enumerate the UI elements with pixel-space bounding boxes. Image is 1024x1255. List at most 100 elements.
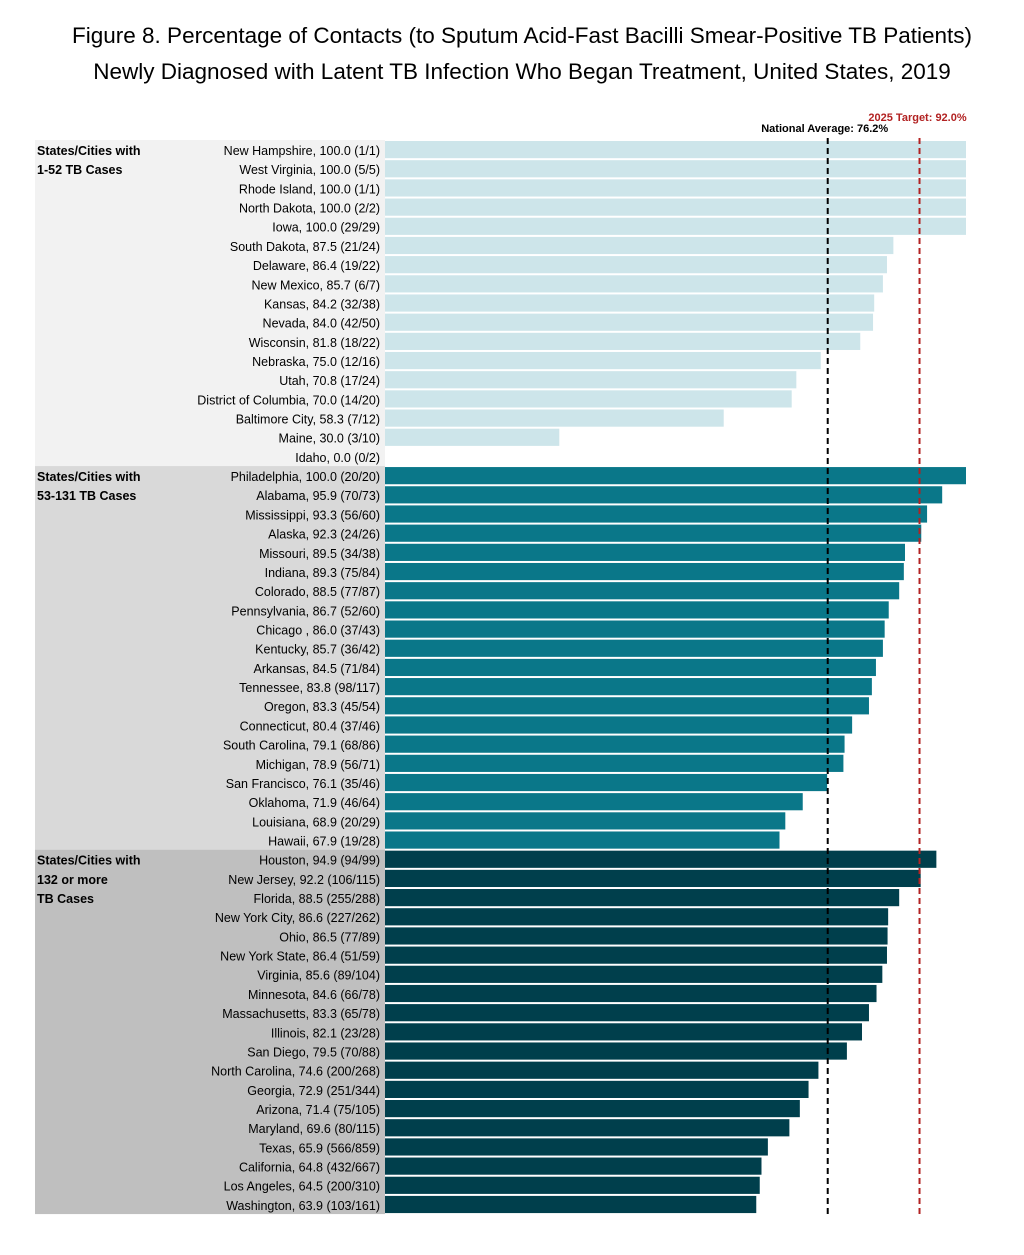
bar [385, 505, 928, 523]
group-background [35, 849, 385, 1215]
category-label: Wisconsin, 81.8 (18/22) [249, 336, 380, 350]
group-label: TB Cases [37, 892, 94, 906]
category-label: Georgia, 72.9 (251/344) [247, 1084, 380, 1098]
category-label: Minnesota, 84.6 (66/78) [248, 988, 380, 1002]
bar [385, 812, 786, 830]
category-label: Mississippi, 93.3 (56/60) [245, 508, 380, 522]
bar [385, 965, 883, 983]
bar [385, 984, 877, 1003]
bar [385, 198, 966, 216]
category-label: Nevada, 84.0 (42/50) [263, 317, 380, 331]
bar [385, 639, 883, 657]
bar [385, 217, 966, 235]
bar [385, 562, 904, 581]
bar [385, 543, 905, 561]
bar [385, 908, 889, 926]
category-label: South Dakota, 87.5 (21/24) [230, 240, 380, 254]
bar [385, 409, 724, 427]
national-average-label: National Average: 76.2% [761, 123, 888, 135]
category-label: Indiana, 89.3 (75/84) [265, 566, 380, 580]
bar [385, 1100, 800, 1118]
bar [385, 582, 900, 600]
bar [385, 716, 853, 734]
category-label: Arkansas, 84.5 (71/84) [254, 662, 380, 676]
category-label: Baltimore City, 58.3 (7/12) [236, 413, 380, 427]
category-label: Texas, 65.9 (566/859) [259, 1141, 380, 1155]
bar [385, 601, 889, 619]
category-label: New Mexico, 85.7 (6/7) [251, 278, 380, 292]
category-label: New Hampshire, 100.0 (1/1) [224, 144, 380, 158]
category-label: Pennsylvania, 86.7 (52/60) [231, 604, 380, 618]
bar [385, 678, 872, 696]
bar [385, 428, 560, 446]
category-label: Kansas, 84.2 (32/38) [264, 297, 380, 311]
category-label: San Francisco, 76.1 (35/46) [226, 777, 380, 791]
bar [385, 1023, 863, 1041]
group-label: States/Cities with [37, 144, 141, 158]
bar [385, 179, 966, 197]
category-label: Virginia, 85.6 (89/104) [257, 969, 380, 983]
bar [385, 889, 900, 907]
bar [385, 524, 922, 542]
bar [385, 294, 875, 312]
category-label: Colorado, 88.5 (77/87) [255, 585, 380, 599]
bar [385, 141, 966, 159]
bar [385, 467, 966, 485]
category-label: Louisiana, 68.9 (20/29) [252, 815, 380, 829]
chart-title-line-1: Figure 8. Percentage of Contacts (to Spu… [72, 23, 972, 48]
bar [385, 236, 894, 255]
bar [385, 256, 887, 274]
category-label: Oklahoma, 71.9 (46/64) [249, 796, 380, 810]
bar [385, 1004, 869, 1022]
bar [385, 390, 792, 408]
category-label: Philadelphia, 100.0 (20/20) [231, 470, 380, 484]
category-label: New York City, 86.6 (227/262) [215, 911, 380, 925]
bar [385, 486, 943, 504]
bar [385, 735, 845, 753]
category-label: Tennessee, 83.8 (98/117) [239, 681, 380, 695]
target-label: 2025 Target: 92.0% [868, 112, 966, 124]
category-label: Houston, 94.9 (94/99) [259, 854, 380, 868]
bar [385, 1138, 768, 1156]
bar [385, 1195, 757, 1214]
group-background [35, 466, 385, 850]
category-label: Michigan, 78.9 (56/71) [256, 758, 380, 772]
bar [385, 773, 828, 792]
bar [385, 1061, 819, 1079]
bar [385, 869, 921, 888]
group-label: 53-131 TB Cases [37, 489, 136, 503]
category-label: Connecticut, 80.4 (37/46) [240, 719, 380, 733]
category-label: Nebraska, 75.0 (12/16) [252, 355, 380, 369]
category-label: Maine, 30.0 (3/10) [279, 432, 380, 446]
category-label: Kentucky, 85.7 (36/42) [255, 643, 380, 657]
category-label: Delaware, 86.4 (19/22) [253, 259, 380, 273]
bar [385, 697, 869, 715]
group-label: 132 or more [37, 873, 108, 887]
category-label: Washington, 63.9 (103/161) [226, 1199, 380, 1213]
bar [385, 1157, 762, 1175]
bar [385, 1042, 847, 1060]
bar [385, 658, 876, 677]
category-label: Arizona, 71.4 (75/105) [256, 1103, 380, 1117]
bar [385, 850, 937, 868]
category-label: Florida, 88.5 (255/288) [254, 892, 380, 906]
category-label: Illinois, 82.1 (23/28) [271, 1026, 380, 1040]
category-label: Alabama, 95.9 (70/73) [256, 489, 380, 503]
bar [385, 793, 803, 811]
category-label: North Carolina, 74.6 (200/268) [211, 1065, 380, 1079]
category-label: Oregon, 83.3 (45/54) [264, 700, 380, 714]
category-label: Massachusetts, 83.3 (65/78) [222, 1007, 380, 1021]
bar [385, 927, 888, 945]
bar [385, 831, 780, 849]
category-label: West Virginia, 100.0 (5/5) [239, 163, 380, 177]
category-label: New Jersey, 92.2 (106/115) [228, 873, 380, 887]
group-label: 1-52 TB Cases [37, 163, 123, 177]
category-label: Maryland, 69.6 (80/115) [248, 1122, 380, 1136]
category-label: Alaska, 92.3 (24/26) [268, 528, 380, 542]
bar [385, 351, 821, 370]
bar [385, 946, 887, 964]
category-label: Los Angeles, 64.5 (200/310) [224, 1180, 380, 1194]
bar [385, 371, 797, 389]
category-label: Chicago , 86.0 (37/43) [256, 624, 380, 638]
